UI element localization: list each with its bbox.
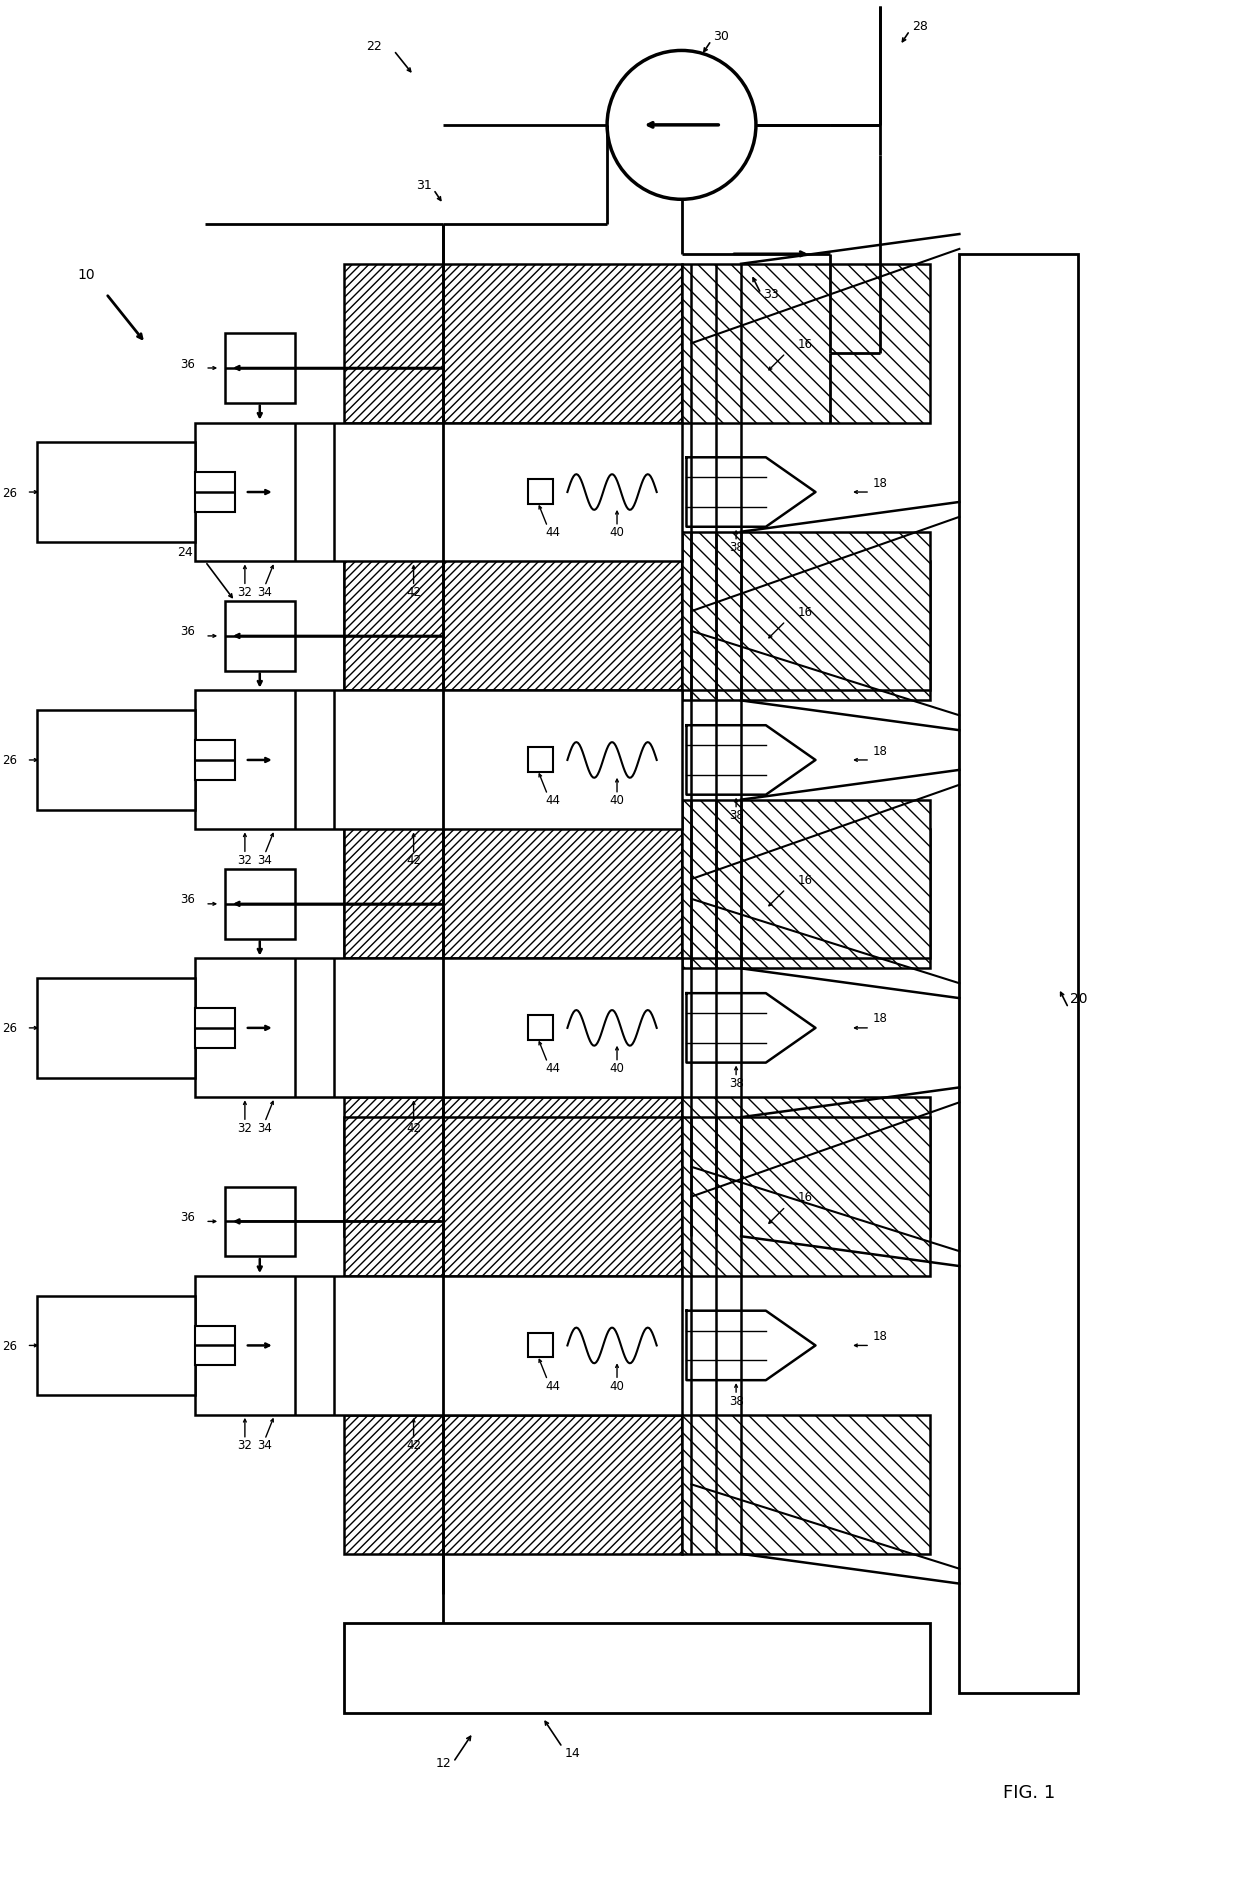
Text: 38: 38 — [729, 1076, 744, 1089]
Text: 44: 44 — [546, 793, 560, 807]
Polygon shape — [687, 725, 816, 795]
Text: 18: 18 — [873, 1329, 888, 1342]
Polygon shape — [687, 457, 816, 528]
Bar — [345, 829, 682, 968]
Text: 38: 38 — [729, 1393, 744, 1406]
Bar — [345, 1097, 682, 1237]
Bar — [528, 748, 553, 772]
Bar — [682, 1416, 930, 1554]
Text: 12: 12 — [435, 1756, 451, 1769]
Bar — [682, 829, 930, 968]
Bar — [345, 264, 682, 423]
Text: 42: 42 — [405, 585, 422, 598]
Text: 32: 32 — [237, 1122, 252, 1133]
Bar — [195, 740, 234, 780]
Text: 44: 44 — [546, 526, 560, 539]
Bar — [224, 1186, 295, 1256]
Bar — [36, 979, 195, 1078]
Bar — [345, 1118, 682, 1275]
Text: 14: 14 — [564, 1746, 580, 1759]
Text: 28: 28 — [911, 21, 928, 32]
Bar — [682, 1097, 930, 1237]
Bar — [345, 1416, 682, 1554]
Bar — [682, 264, 930, 423]
Bar — [195, 958, 682, 1097]
Text: 36: 36 — [180, 357, 195, 370]
Bar — [682, 801, 930, 958]
Bar — [195, 1275, 682, 1416]
Text: 34: 34 — [257, 1439, 272, 1452]
Bar — [528, 1015, 553, 1040]
Text: 26: 26 — [1, 486, 16, 499]
Text: 20: 20 — [1070, 991, 1087, 1006]
Text: 26: 26 — [1, 754, 16, 767]
Bar — [345, 1623, 930, 1712]
Text: 16: 16 — [799, 605, 813, 619]
Text: 40: 40 — [610, 1380, 625, 1391]
Text: 32: 32 — [237, 1439, 252, 1452]
Bar — [345, 801, 682, 958]
Bar — [195, 1008, 234, 1048]
Text: 44: 44 — [546, 1061, 560, 1074]
Text: 18: 18 — [873, 476, 888, 490]
Text: 36: 36 — [180, 624, 195, 638]
Text: 18: 18 — [873, 744, 888, 757]
Text: 26: 26 — [1, 1340, 16, 1351]
Bar — [195, 423, 682, 562]
Bar — [682, 533, 930, 691]
Text: 34: 34 — [257, 854, 272, 865]
Bar — [960, 254, 1079, 1693]
Text: 34: 34 — [257, 585, 272, 598]
Text: 10: 10 — [77, 268, 95, 281]
Text: 33: 33 — [763, 288, 779, 302]
Bar — [224, 869, 295, 940]
Text: 42: 42 — [405, 1439, 422, 1452]
Bar — [195, 473, 234, 512]
Polygon shape — [687, 995, 816, 1063]
Bar — [345, 533, 682, 691]
Text: 26: 26 — [1, 1021, 16, 1034]
Text: 18: 18 — [873, 1012, 888, 1025]
Text: 40: 40 — [610, 526, 625, 539]
Bar — [36, 442, 195, 543]
Bar — [36, 1296, 195, 1395]
Bar — [224, 334, 295, 404]
Text: 36: 36 — [180, 892, 195, 905]
Bar — [224, 602, 295, 672]
Text: 16: 16 — [799, 1190, 813, 1203]
Text: 32: 32 — [237, 854, 252, 865]
Text: 22: 22 — [366, 40, 382, 53]
Text: FIG. 1: FIG. 1 — [1003, 1782, 1055, 1801]
Text: 24: 24 — [177, 547, 193, 558]
Text: 30: 30 — [713, 30, 729, 44]
Text: 40: 40 — [610, 1061, 625, 1074]
Text: 16: 16 — [799, 873, 813, 886]
Text: 34: 34 — [257, 1122, 272, 1133]
Text: 38: 38 — [729, 541, 744, 554]
Text: 42: 42 — [405, 1122, 422, 1133]
Bar — [682, 562, 930, 700]
Bar — [528, 1332, 553, 1357]
Bar — [345, 562, 682, 700]
Bar — [195, 691, 682, 829]
Text: 40: 40 — [610, 793, 625, 807]
Text: 38: 38 — [729, 809, 744, 822]
Bar — [36, 712, 195, 810]
Text: 32: 32 — [237, 585, 252, 598]
Text: 36: 36 — [180, 1211, 195, 1224]
Text: 42: 42 — [405, 854, 422, 865]
Bar — [682, 1118, 930, 1275]
Text: 44: 44 — [546, 1380, 560, 1391]
Text: 31: 31 — [415, 178, 432, 192]
Bar — [195, 1327, 234, 1365]
Text: 16: 16 — [799, 338, 813, 351]
Polygon shape — [687, 1312, 816, 1380]
Bar — [528, 480, 553, 505]
